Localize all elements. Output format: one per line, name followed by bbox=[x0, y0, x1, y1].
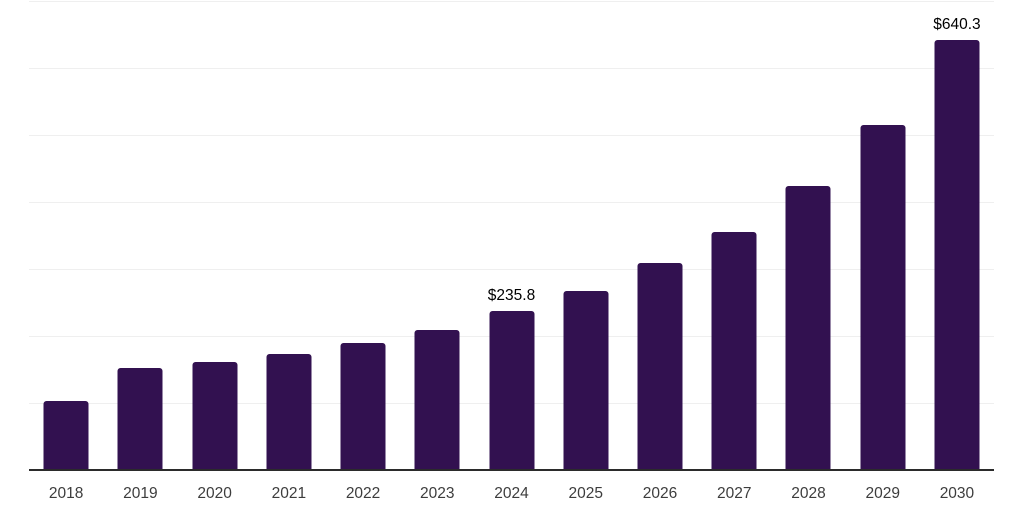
x-tick-label-2028: 2028 bbox=[791, 485, 826, 502]
bar-slot-2030: $640.3 bbox=[920, 0, 994, 470]
bar-value-label-2030: $640.3 bbox=[933, 15, 981, 33]
bar-2022 bbox=[340, 343, 386, 469]
bar-slot-2025 bbox=[549, 0, 623, 470]
bar-slot-2019 bbox=[103, 0, 177, 470]
bar-2029 bbox=[860, 125, 906, 469]
x-tick-label-2020: 2020 bbox=[197, 485, 232, 502]
bar-2020 bbox=[192, 362, 238, 469]
bar-2021 bbox=[266, 354, 312, 469]
bar-2024 bbox=[489, 311, 535, 469]
bar-slot-2028 bbox=[771, 0, 845, 470]
bar-2025 bbox=[563, 291, 609, 469]
gridline-300 bbox=[29, 269, 994, 270]
bar-slot-2022 bbox=[326, 0, 400, 470]
bar-2030 bbox=[934, 40, 980, 469]
gridline-400 bbox=[29, 202, 994, 203]
x-tick-label-2019: 2019 bbox=[123, 485, 158, 502]
bar-slot-2020 bbox=[177, 0, 251, 470]
x-tick-label-2021: 2021 bbox=[271, 485, 307, 502]
x-tick-label-2018: 2018 bbox=[48, 485, 84, 502]
bar-slot-2026 bbox=[623, 0, 697, 470]
bar-slot-2029 bbox=[846, 0, 920, 470]
x-axis-line bbox=[29, 469, 994, 471]
bar-slot-2027 bbox=[697, 0, 771, 470]
bar-2028 bbox=[785, 186, 831, 469]
x-tick-label-2029: 2029 bbox=[865, 485, 900, 502]
bar-2018 bbox=[43, 401, 89, 469]
x-tick-label-2024: 2024 bbox=[494, 485, 529, 502]
x-tick-label-2030: 2030 bbox=[939, 485, 975, 502]
bar-2019 bbox=[117, 368, 163, 469]
x-tick-label-2025: 2025 bbox=[568, 485, 603, 502]
bar-value-label-2024: $235.8 bbox=[487, 286, 536, 304]
plot-area: $235.8 $640.3 bbox=[29, 0, 994, 471]
bar-2023 bbox=[414, 330, 460, 469]
x-tick-label-2026: 2026 bbox=[642, 485, 678, 502]
bar-2027 bbox=[711, 232, 757, 469]
bar-slot-2021 bbox=[252, 0, 326, 470]
bar-slot-2023 bbox=[400, 0, 474, 470]
gridline-600 bbox=[29, 68, 994, 69]
x-axis-tick-labels: 2018 2019 2020 2021 2022 2023 2024 2025 2026 2027… bbox=[29, 484, 994, 504]
gridline-500 bbox=[29, 135, 994, 136]
x-tick-label-2027: 2027 bbox=[716, 485, 752, 502]
x-tick-label-2022: 2022 bbox=[345, 485, 381, 502]
bar-slot-2018 bbox=[29, 0, 103, 470]
bar-slot-2024: $235.8 bbox=[474, 0, 548, 470]
x-tick-label-2023: 2023 bbox=[420, 485, 455, 502]
bars-container: $235.8 $640.3 bbox=[29, 0, 994, 470]
bar-2026 bbox=[637, 263, 683, 469]
gridline-700 bbox=[29, 1, 994, 2]
